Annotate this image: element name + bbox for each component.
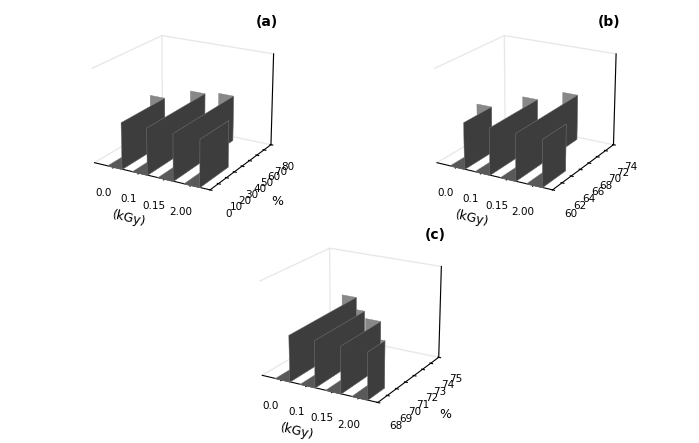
X-axis label: (kGy): (kGy): [454, 209, 489, 229]
Y-axis label: %: %: [271, 195, 283, 208]
X-axis label: (kGy): (kGy): [111, 209, 147, 229]
Text: (a): (a): [255, 15, 278, 29]
Text: (c): (c): [424, 228, 445, 241]
X-axis label: (kGy): (kGy): [279, 421, 315, 442]
Y-axis label: %: %: [439, 408, 451, 421]
Text: (b): (b): [598, 15, 620, 29]
